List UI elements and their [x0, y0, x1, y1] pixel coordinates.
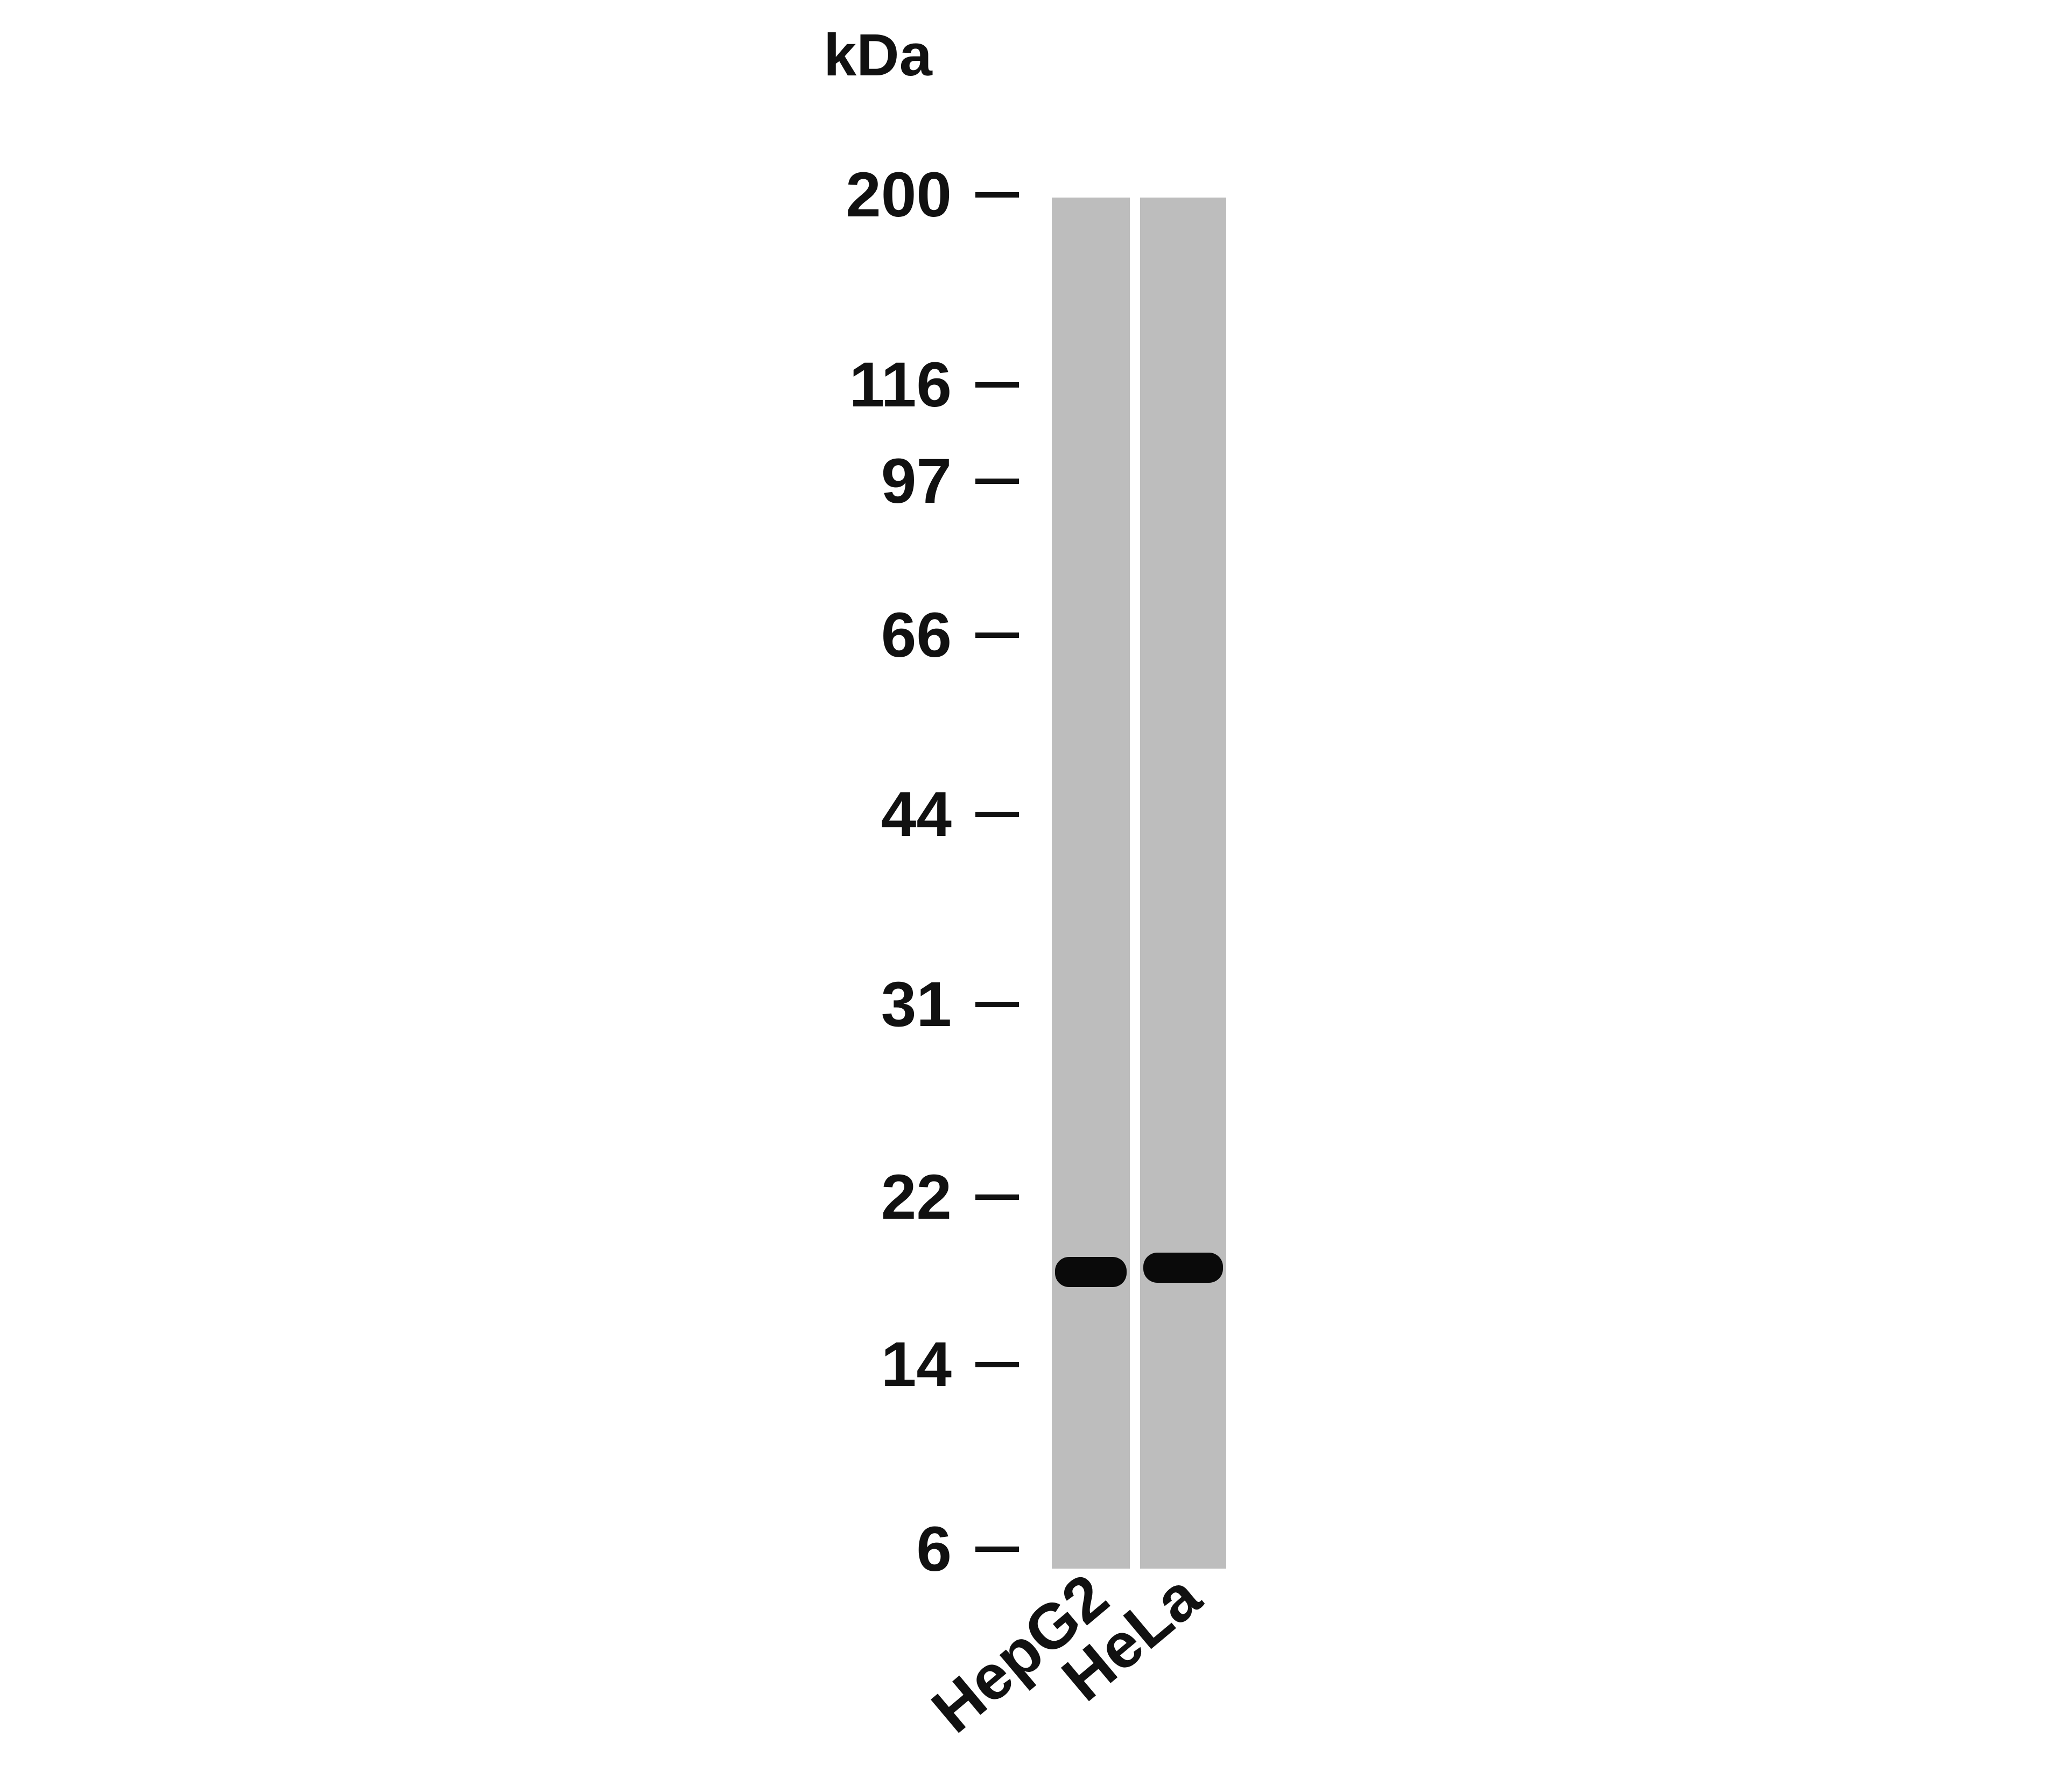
protein-band [1055, 1257, 1127, 1287]
marker-label: 6 [916, 1514, 952, 1585]
marker-tick [975, 192, 1019, 198]
marker-tick [975, 1002, 1019, 1007]
marker-tick [975, 382, 1019, 388]
protein-band [1143, 1253, 1223, 1283]
marker-label: 97 [881, 446, 952, 517]
marker-label: 14 [881, 1329, 952, 1400]
marker-tick [975, 1194, 1019, 1200]
marker-tick [975, 479, 1019, 484]
marker-tick [975, 812, 1019, 817]
marker-tick [975, 1547, 1019, 1552]
lane-hepg2 [1052, 198, 1130, 1569]
marker-label: 200 [846, 159, 952, 230]
marker-label: 22 [881, 1162, 952, 1233]
marker-label: 31 [881, 969, 952, 1040]
marker-ladder: 200 116 97 66 44 31 22 14 6 [846, 159, 1019, 1585]
marker-tick [975, 1362, 1019, 1367]
marker-tick [975, 633, 1019, 638]
unit-label: kDa [824, 22, 933, 88]
lane-hela [1140, 198, 1226, 1569]
marker-label: 44 [881, 779, 952, 850]
marker-label: 116 [849, 349, 952, 420]
marker-label: 66 [881, 600, 952, 671]
